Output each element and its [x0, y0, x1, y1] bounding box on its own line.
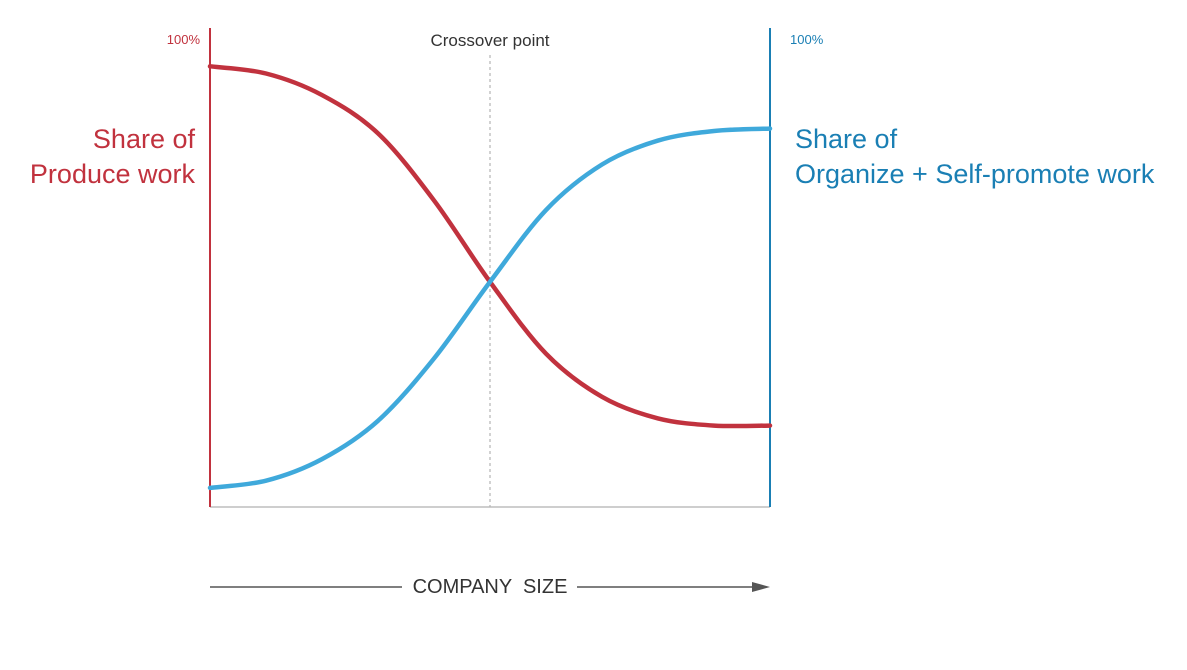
produce-label-line2: Produce work: [29, 159, 195, 189]
organize-work-label: Share of Organize + Self-promote work: [795, 122, 1187, 192]
x-arrow-head: [752, 582, 770, 592]
organize-label-line1: Share of: [795, 124, 898, 154]
produce-label-line1: Share of: [92, 124, 195, 154]
series-layer: [207, 64, 773, 491]
produce-work-label: Share of Produce work: [0, 122, 195, 192]
right-axis-max-label: 100%: [790, 32, 824, 47]
organize-work-line: [207, 126, 773, 491]
left-axis-max-label: 100%: [167, 32, 201, 47]
produce-work-line: [207, 64, 773, 429]
crossover-annotation: Crossover point: [430, 31, 549, 50]
organize-label-line2: Organize + Self-promote work: [795, 159, 1155, 189]
x-axis-label: COMPANY SIZE: [413, 576, 568, 598]
